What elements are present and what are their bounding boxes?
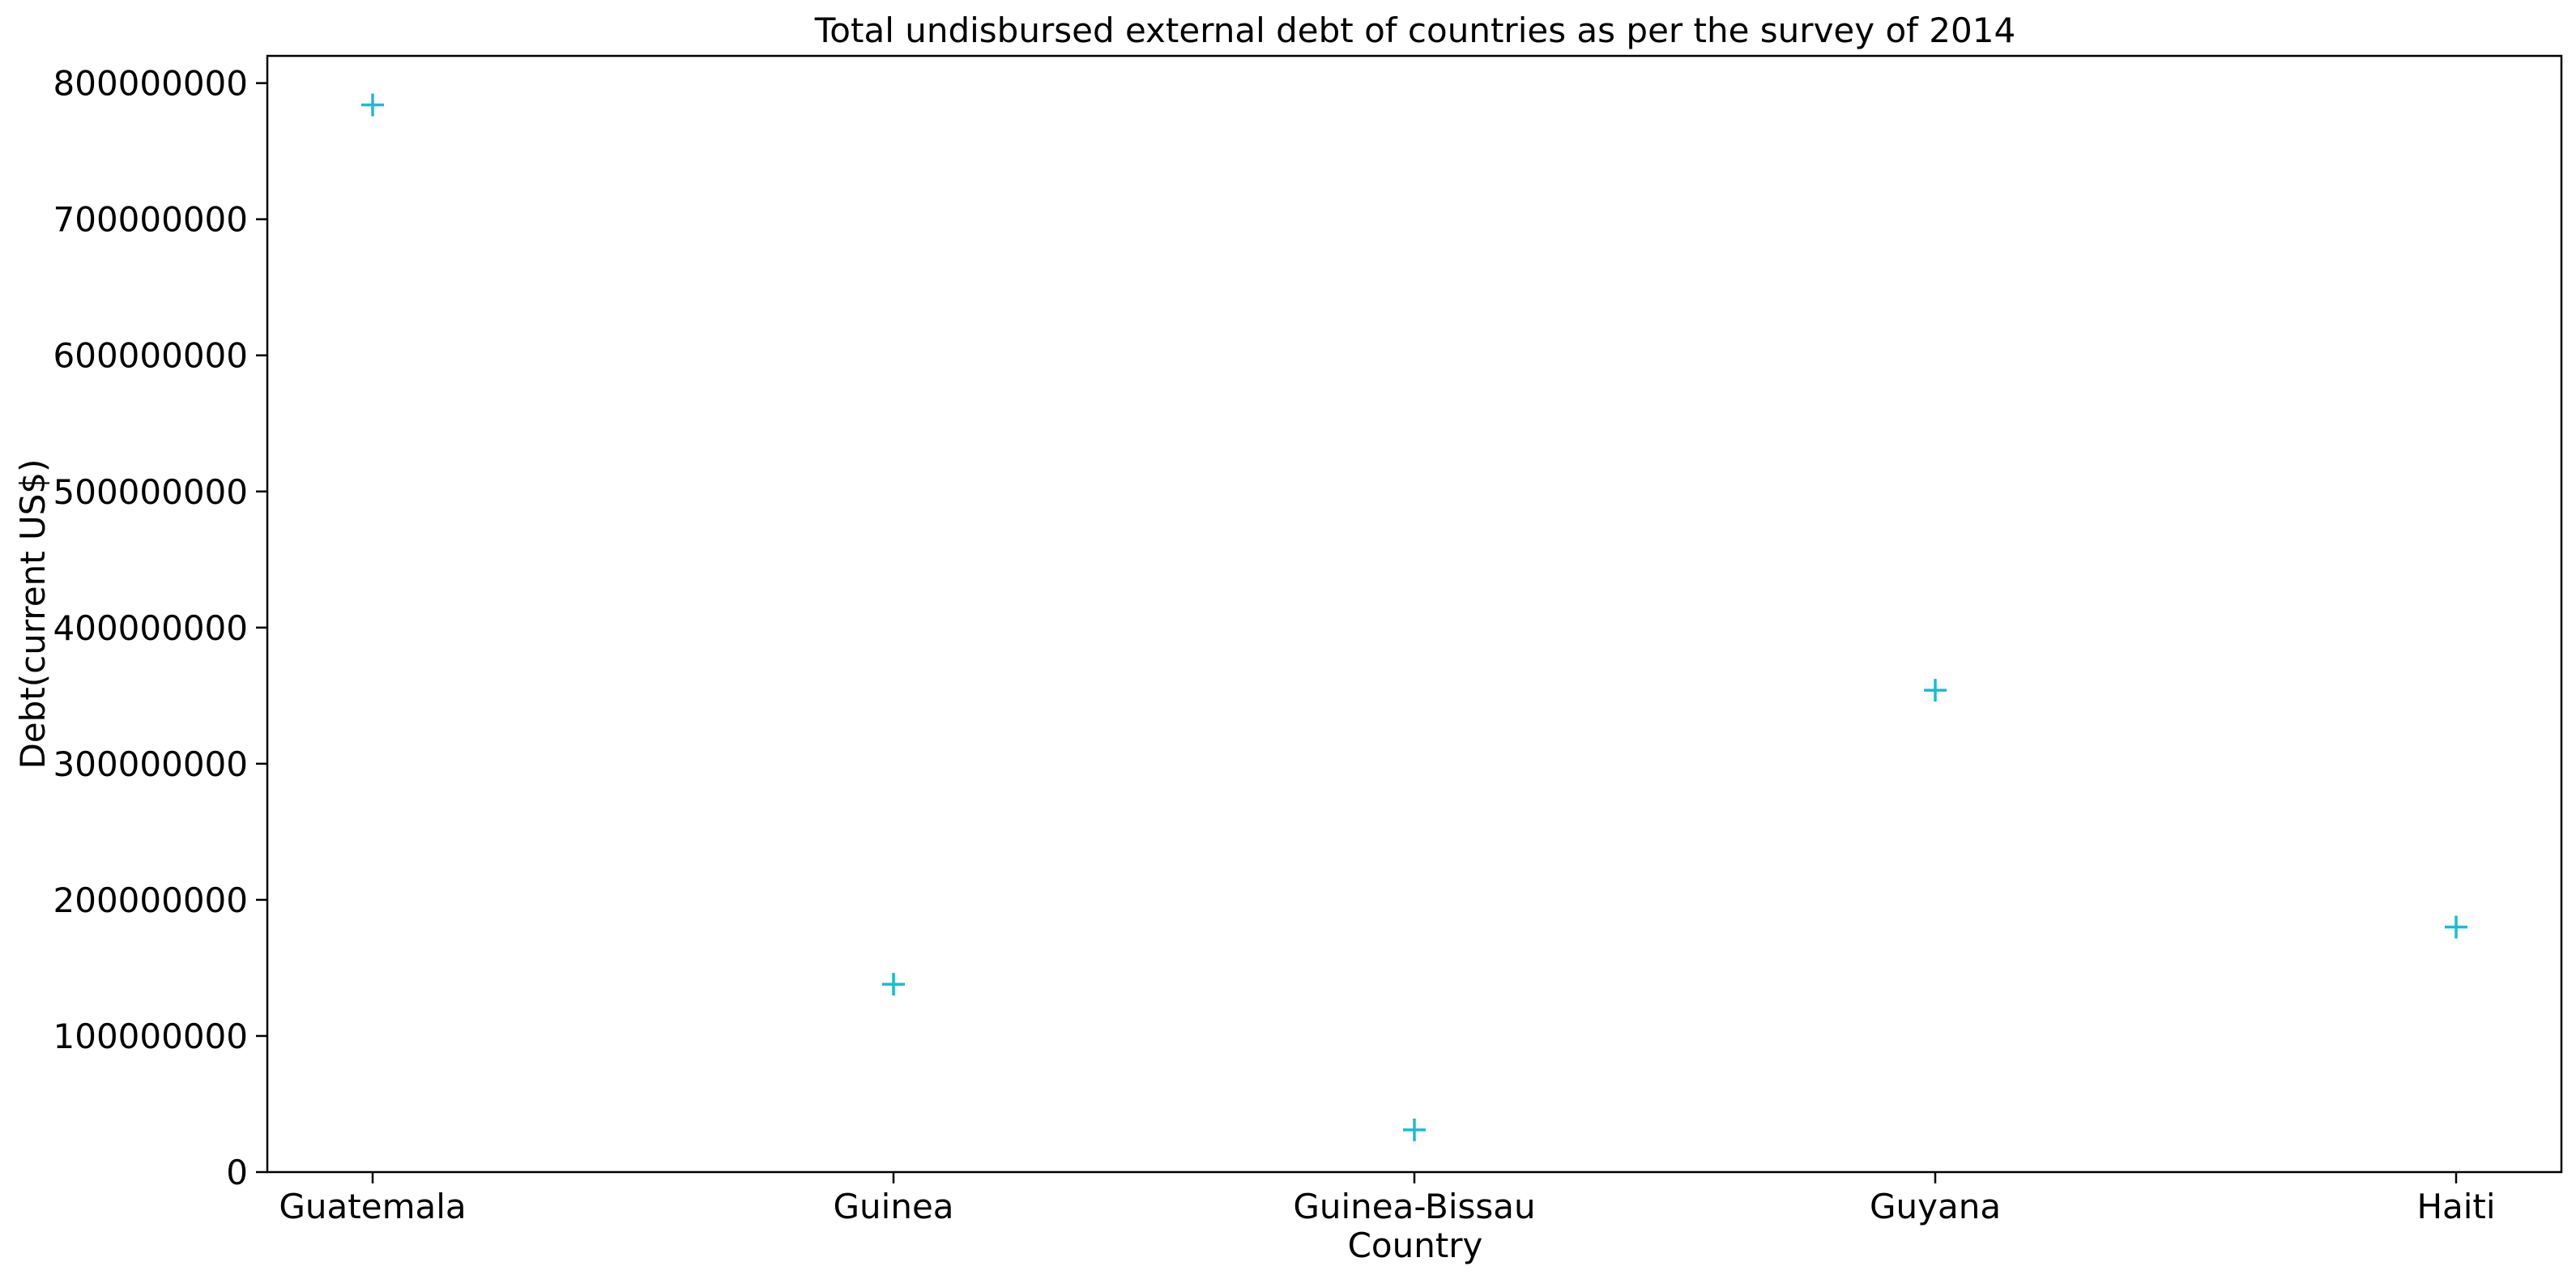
data-point <box>1924 679 1947 702</box>
y-tick-label: 200000000 <box>53 880 249 920</box>
data-markers <box>361 93 2467 1141</box>
x-tick-label: Haiti <box>2416 1187 2495 1226</box>
y-tick-label: 400000000 <box>53 608 249 648</box>
data-point <box>2445 915 2467 939</box>
y-tick-label: 700000000 <box>53 200 249 240</box>
x-tick-label: Guatemala <box>279 1187 466 1226</box>
y-axis-label: Debt(current US$) <box>13 458 53 769</box>
y-tick-label: 300000000 <box>53 744 249 784</box>
y-tick-label: 100000000 <box>53 1017 249 1056</box>
chart-title: Total undisbursed external debt of count… <box>814 11 2015 50</box>
x-axis: Guatemala Guinea Guinea-Bissau Guyana Haiti <box>279 1172 2496 1226</box>
plot-area <box>266 54 2563 1174</box>
y-tick-label: 800000000 <box>53 64 249 104</box>
data-point <box>1403 1118 1426 1141</box>
y-tick-label: 600000000 <box>53 336 249 376</box>
x-axis-label: Country <box>1348 1226 1483 1265</box>
x-tick-label: Guinea <box>833 1187 953 1226</box>
x-tick-label: Guinea-Bissau <box>1293 1187 1535 1226</box>
data-point <box>882 973 905 996</box>
x-tick-label: Guyana <box>1870 1187 2001 1226</box>
plot-frame <box>266 54 2563 1174</box>
data-point <box>361 93 384 117</box>
y-tick-label: 500000000 <box>53 472 249 512</box>
y-tick-label: 0 <box>226 1153 248 1192</box>
y-axis: 0 100000000 200000000 300000000 400000000 500… <box>53 64 267 1192</box>
